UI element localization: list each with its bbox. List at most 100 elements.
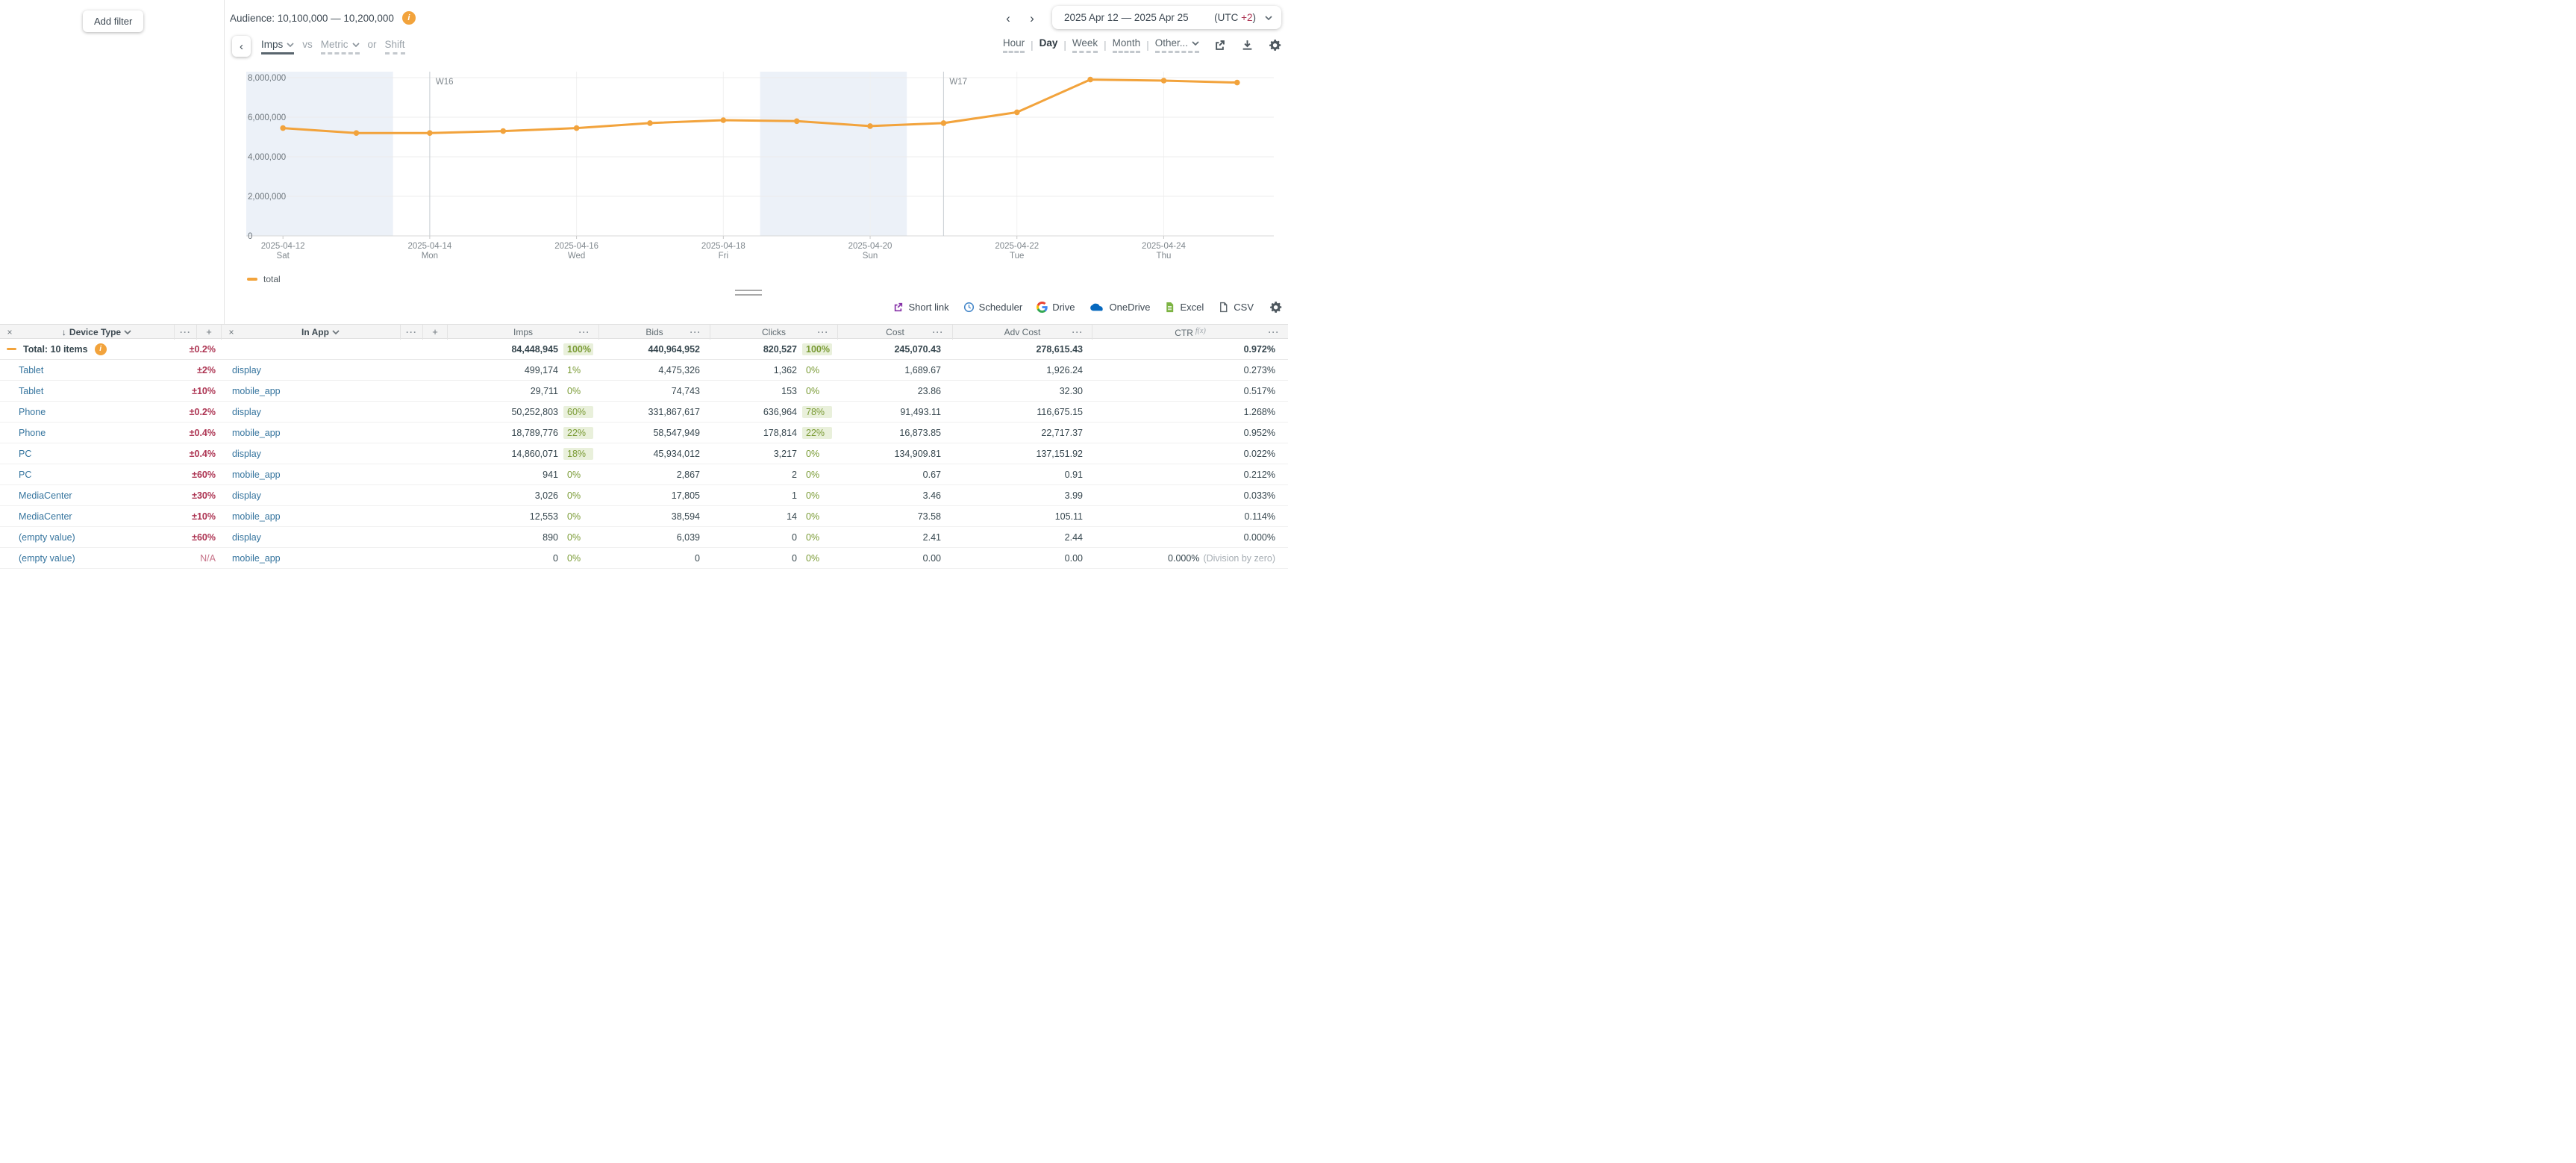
column-menu-icon[interactable]: ··· <box>400 325 422 340</box>
column-menu-icon[interactable]: ··· <box>1072 327 1084 337</box>
panel-divider <box>224 0 225 324</box>
shift-selector[interactable]: Shift <box>384 39 405 54</box>
inapp-link[interactable]: display <box>232 448 261 459</box>
inapp-link[interactable]: mobile_app <box>232 385 281 396</box>
ctr-header[interactable]: CTR f(x) <box>1175 326 1206 338</box>
svg-text:Tue: Tue <box>1010 252 1024 261</box>
column-header-ctr: CTR f(x) ··· <box>1092 325 1288 340</box>
inapp-link[interactable]: mobile_app <box>232 469 281 480</box>
scheduler-button[interactable]: Scheduler <box>963 302 1022 313</box>
info-icon[interactable]: i <box>94 343 107 355</box>
date-range-picker[interactable]: 2025 Apr 12 — 2025 Apr 25 (UTC +2) <box>1052 6 1281 29</box>
clicks-pct: 0% <box>806 448 820 459</box>
inapp-link[interactable]: display <box>232 490 261 501</box>
column-menu-icon[interactable]: ··· <box>817 327 829 337</box>
add-dimension-button[interactable]: + <box>196 325 221 340</box>
separator <box>1146 40 1149 51</box>
impressions-line-chart: 0 2,000,000 4,000,000 6,000,000 8,000,000 W16… <box>246 72 1274 261</box>
info-icon[interactable]: i <box>401 11 416 25</box>
svg-text:6,000,000: 6,000,000 <box>248 113 286 122</box>
svg-text:2025-04-24: 2025-04-24 <box>1142 242 1186 251</box>
short-link-button[interactable]: Short link <box>892 302 949 313</box>
date-next-button[interactable]: › <box>1024 10 1040 27</box>
column-menu-icon[interactable]: ··· <box>932 327 944 337</box>
chart-settings-gear-icon[interactable] <box>1267 38 1282 53</box>
inapp-link[interactable]: mobile_app <box>232 427 281 438</box>
clicks-pct: 0% <box>806 511 820 522</box>
granularity-week[interactable]: Week <box>1072 37 1098 53</box>
inapp-link[interactable]: display <box>232 531 261 543</box>
adv-cost-header[interactable]: Adv Cost <box>1004 327 1041 337</box>
remove-dimension-icon[interactable]: × <box>7 327 13 337</box>
imps-value: 3,026 <box>534 490 558 501</box>
imps-pct: 0% <box>567 469 581 480</box>
device-link[interactable]: Tablet <box>19 364 44 375</box>
granularity-other[interactable]: Other... <box>1154 37 1199 53</box>
table-header-row: × ↓ Device Type ··· + × In App ··· + Imp… <box>0 324 1288 340</box>
device-link[interactable]: (empty value) <box>19 552 75 564</box>
table-settings-gear-icon[interactable] <box>1268 299 1283 314</box>
device-link[interactable]: PC <box>19 448 32 459</box>
imps-header[interactable]: Imps <box>513 327 533 337</box>
primary-metric-selector[interactable]: Imps <box>261 39 295 54</box>
adv-cost-value: 116,675.15 <box>1037 406 1083 417</box>
add-dimension-button[interactable]: + <box>422 325 447 340</box>
cost-value: 1,689.67 <box>904 364 941 375</box>
imps-value: 499,174 <box>524 364 558 375</box>
device-link[interactable]: (empty value) <box>19 531 75 543</box>
granularity-day[interactable]: Day <box>1039 37 1058 49</box>
excel-button[interactable]: Excel <box>1164 302 1204 313</box>
clicks-header[interactable]: Clicks <box>762 327 786 337</box>
ctr-note: (Division by zero) <box>1203 552 1275 564</box>
download-icon[interactable] <box>1239 38 1254 53</box>
in-app-header[interactable]: In App <box>241 327 400 337</box>
table-row: Phone ±0.2% display 50,252,803 60% 331,86… <box>0 402 1288 423</box>
short-link-icon <box>895 302 903 311</box>
csv-button[interactable]: CSV <box>1218 302 1254 313</box>
cost-header[interactable]: Cost <box>886 327 904 337</box>
svg-text:W16: W16 <box>436 78 454 87</box>
granularity-month[interactable]: Month <box>1112 37 1141 53</box>
imps-pct: 0% <box>567 511 581 522</box>
device-link[interactable]: Phone <box>19 427 46 438</box>
imps-value: 18,789,776 <box>511 427 558 438</box>
google-drive-button[interactable]: Drive <box>1037 302 1075 313</box>
device-link[interactable]: Phone <box>19 406 46 417</box>
adv-cost-value: 32.30 <box>1059 385 1083 396</box>
clock-icon <box>963 302 974 312</box>
sort-desc-icon: ↓ <box>61 327 66 337</box>
date-prev-button[interactable]: ‹ <box>1000 10 1016 27</box>
column-header-bids: Bids ··· <box>599 325 710 340</box>
clicks-value: 14 <box>787 511 797 522</box>
device-link[interactable]: PC <box>19 469 32 480</box>
device-link[interactable]: Tablet <box>19 385 44 396</box>
compare-metric-selector[interactable]: Metric <box>320 39 360 54</box>
column-menu-icon[interactable]: ··· <box>174 325 196 340</box>
legend-item-total[interactable]: total <box>247 274 281 284</box>
svg-text:Wed: Wed <box>568 252 585 261</box>
granularity-hour[interactable]: Hour <box>1002 37 1025 53</box>
granularity-switcher: Hour Day Week Month Other... <box>1002 37 1199 53</box>
column-menu-icon[interactable]: ··· <box>578 327 590 337</box>
total-ctr: 0.972% <box>1243 343 1275 355</box>
chart-back-button[interactable]: ‹ <box>232 36 251 57</box>
inapp-link[interactable]: mobile_app <box>232 511 281 522</box>
onedrive-button[interactable]: OneDrive <box>1090 302 1150 313</box>
add-filter-button[interactable]: Add filter <box>83 10 144 32</box>
clicks-pct: 0% <box>806 469 820 480</box>
open-in-new-icon[interactable] <box>1212 38 1227 53</box>
device-type-header[interactable]: ↓ Device Type <box>19 327 174 337</box>
bids-header[interactable]: Bids <box>645 327 663 337</box>
device-link[interactable]: MediaCenter <box>19 511 72 522</box>
chart-resize-handle[interactable] <box>735 290 762 299</box>
total-clicks: 820,527 <box>763 343 797 355</box>
column-menu-icon[interactable]: ··· <box>1268 327 1280 337</box>
column-menu-icon[interactable]: ··· <box>690 327 701 337</box>
adv-cost-value: 2.44 <box>1064 531 1083 543</box>
device-link[interactable]: MediaCenter <box>19 490 72 501</box>
date-range-label: 2025 Apr 12 — 2025 Apr 25 <box>1064 12 1189 23</box>
inapp-link[interactable]: display <box>232 364 261 375</box>
inapp-link[interactable]: mobile_app <box>232 552 281 564</box>
remove-dimension-icon[interactable]: × <box>228 327 234 337</box>
inapp-link[interactable]: display <box>232 406 261 417</box>
